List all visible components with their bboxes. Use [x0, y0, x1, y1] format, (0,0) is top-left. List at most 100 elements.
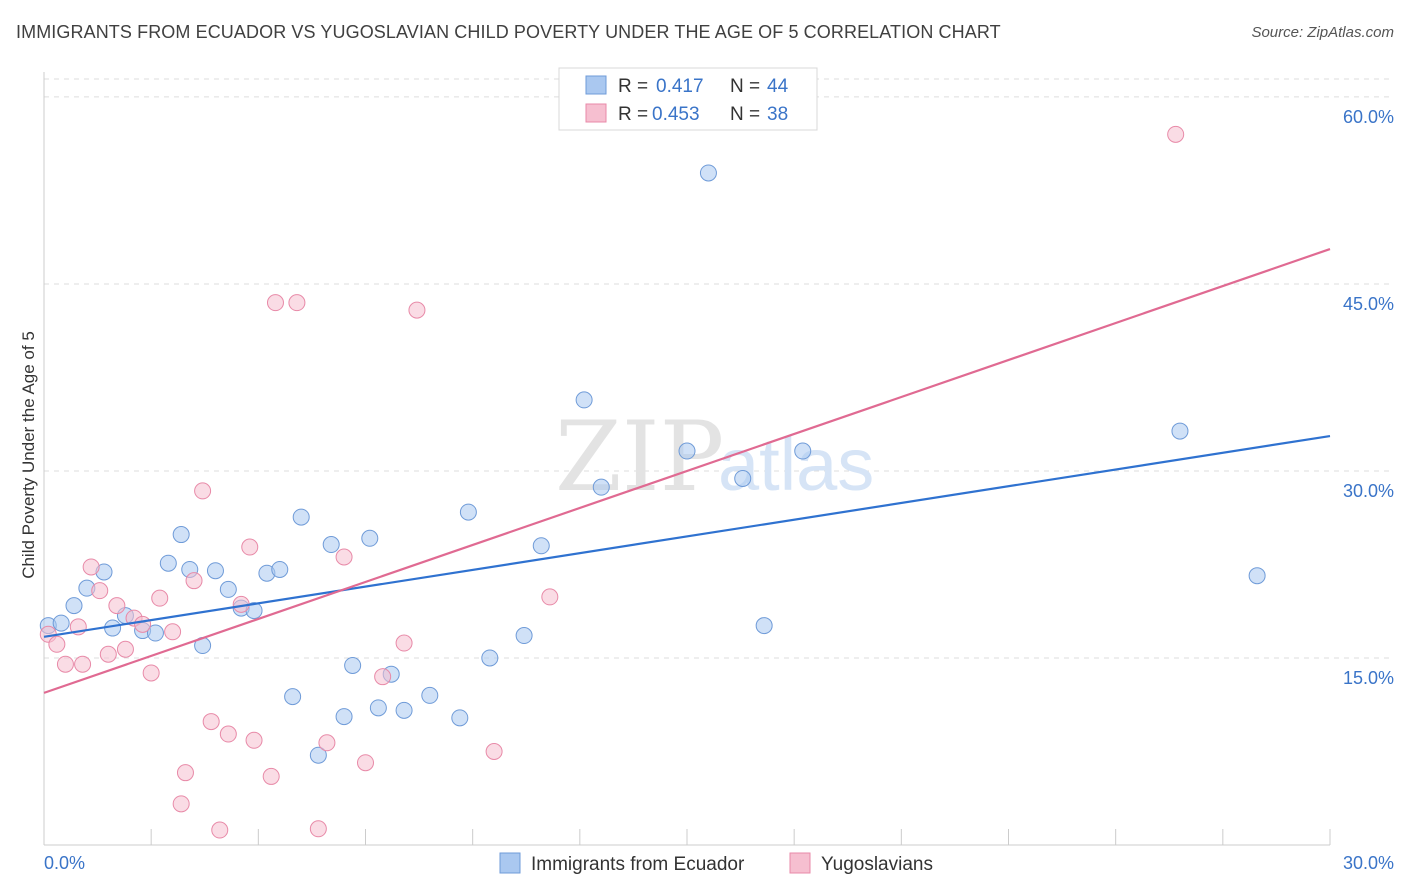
legend-r-label-2: R =	[618, 104, 648, 125]
point-yugoslavians	[134, 615, 152, 633]
chart-title: IMMIGRANTS FROM ECUADOR VS YUGOSLAVIAN C…	[16, 22, 1001, 42]
point-yugoslavians	[318, 734, 336, 752]
point-yugoslavians	[151, 589, 169, 607]
series-legend: Immigrants from Ecuador Yugoslavians	[499, 852, 933, 875]
point-ecuador	[159, 554, 177, 572]
trendline-ecuador	[43, 434, 1331, 638]
point-yugoslavians	[91, 582, 109, 600]
watermark-zip: ZIP	[555, 401, 724, 513]
point-yugoslavians	[82, 558, 100, 576]
point-ecuador	[344, 656, 362, 674]
point-yugoslavians	[266, 294, 284, 312]
point-ecuador	[678, 442, 696, 460]
point-ecuador	[459, 503, 477, 521]
point-yugoslavians	[172, 795, 190, 813]
point-yugoslavians	[309, 820, 327, 838]
point-ecuador	[271, 560, 289, 578]
point-yugoslavians	[395, 634, 413, 652]
point-ecuador	[592, 478, 610, 496]
point-ecuador	[172, 526, 190, 544]
point-yugoslavians	[357, 754, 374, 772]
stats-legend: R = 0.417 N = 44 R = 0.453 N = 38	[558, 67, 818, 131]
point-yugoslavians	[262, 767, 280, 785]
y-axis-label: Child Poverty Under the Age of 5	[19, 331, 38, 579]
point-yugoslavians	[335, 548, 353, 566]
point-ecuador	[734, 469, 752, 487]
point-yugoslavians	[288, 294, 306, 312]
point-yugoslavians	[99, 645, 117, 663]
point-yugoslavians	[408, 301, 426, 319]
source-label: Source: ZipAtlas.com	[1251, 24, 1394, 41]
point-ecuador	[219, 580, 237, 598]
series-legend-label-ecuador: Immigrants from Ecuador	[531, 854, 745, 875]
series-legend-label-yugoslavians: Yugoslavians	[821, 854, 933, 875]
legend-n-value-1: 44	[767, 76, 789, 97]
point-ecuador	[421, 686, 439, 704]
point-yugoslavians	[116, 640, 134, 658]
point-ecuador	[395, 701, 413, 719]
point-ecuador	[451, 709, 469, 727]
legend-r-value-1: 0.417	[656, 76, 704, 97]
point-ecuador	[146, 624, 164, 642]
legend-n-value-2: 38	[767, 104, 788, 125]
point-ecuador	[575, 391, 593, 409]
point-yugoslavians	[241, 538, 259, 556]
point-ecuador	[52, 614, 70, 632]
point-ecuador	[515, 627, 533, 645]
point-ecuador	[206, 562, 224, 580]
y-tick-label: 30.0%	[1343, 481, 1394, 501]
point-ecuador	[532, 537, 550, 555]
legend-swatch-pink	[585, 103, 607, 123]
legend-r-value-2: 0.453	[652, 104, 700, 125]
y-tick-label: 60.0%	[1343, 107, 1394, 127]
series-legend-swatch-ecuador	[499, 852, 521, 874]
point-yugoslavians	[202, 713, 220, 731]
point-ecuador	[335, 708, 353, 726]
point-yugoslavians	[541, 588, 559, 606]
x-tick-label-min: 0.0%	[44, 853, 85, 873]
point-yugoslavians	[108, 597, 126, 615]
point-yugoslavians	[245, 731, 263, 749]
point-yugoslavians	[219, 725, 237, 743]
point-yugoslavians	[74, 655, 92, 673]
point-ecuador	[1248, 567, 1266, 585]
point-ecuador	[699, 164, 717, 182]
series-yugoslavians-points	[39, 125, 1185, 839]
series-legend-swatch-yugoslavians	[789, 852, 811, 874]
point-yugoslavians	[176, 764, 194, 782]
point-ecuador	[322, 536, 340, 554]
point-yugoslavians	[194, 482, 212, 500]
point-yugoslavians	[1167, 125, 1185, 143]
point-yugoslavians	[185, 572, 203, 590]
y-tick-label: 45.0%	[1343, 294, 1394, 314]
watermark-atlas: atlas	[718, 423, 874, 506]
series-ecuador-points	[39, 164, 1266, 764]
legend-r-label-1: R =	[618, 76, 648, 97]
point-ecuador	[369, 699, 387, 717]
x-tick-label-max: 30.0%	[1343, 853, 1394, 873]
legend-swatch-blue	[585, 75, 607, 95]
point-ecuador	[284, 688, 302, 706]
point-yugoslavians	[211, 821, 229, 839]
y-tick-labels: 15.0% 30.0% 45.0% 60.0%	[1343, 107, 1394, 688]
point-yugoslavians	[374, 668, 392, 686]
point-ecuador	[292, 508, 310, 526]
point-ecuador	[309, 746, 327, 764]
point-ecuador	[755, 617, 773, 635]
trendline-yugoslavians	[43, 248, 1331, 694]
legend-n-label-2: N =	[730, 104, 760, 125]
point-ecuador	[1171, 422, 1189, 440]
point-yugoslavians	[142, 664, 160, 682]
x-ticks	[43, 829, 1331, 845]
point-ecuador	[65, 597, 83, 615]
point-yugoslavians	[48, 635, 66, 653]
point-yugoslavians	[56, 655, 74, 673]
point-ecuador	[481, 649, 499, 667]
point-yugoslavians	[164, 623, 182, 641]
watermark: ZIP atlas	[555, 401, 874, 513]
point-ecuador	[361, 529, 379, 547]
point-ecuador	[794, 442, 812, 460]
legend-n-label-1: N =	[730, 76, 760, 97]
gridlines	[44, 78, 1394, 659]
